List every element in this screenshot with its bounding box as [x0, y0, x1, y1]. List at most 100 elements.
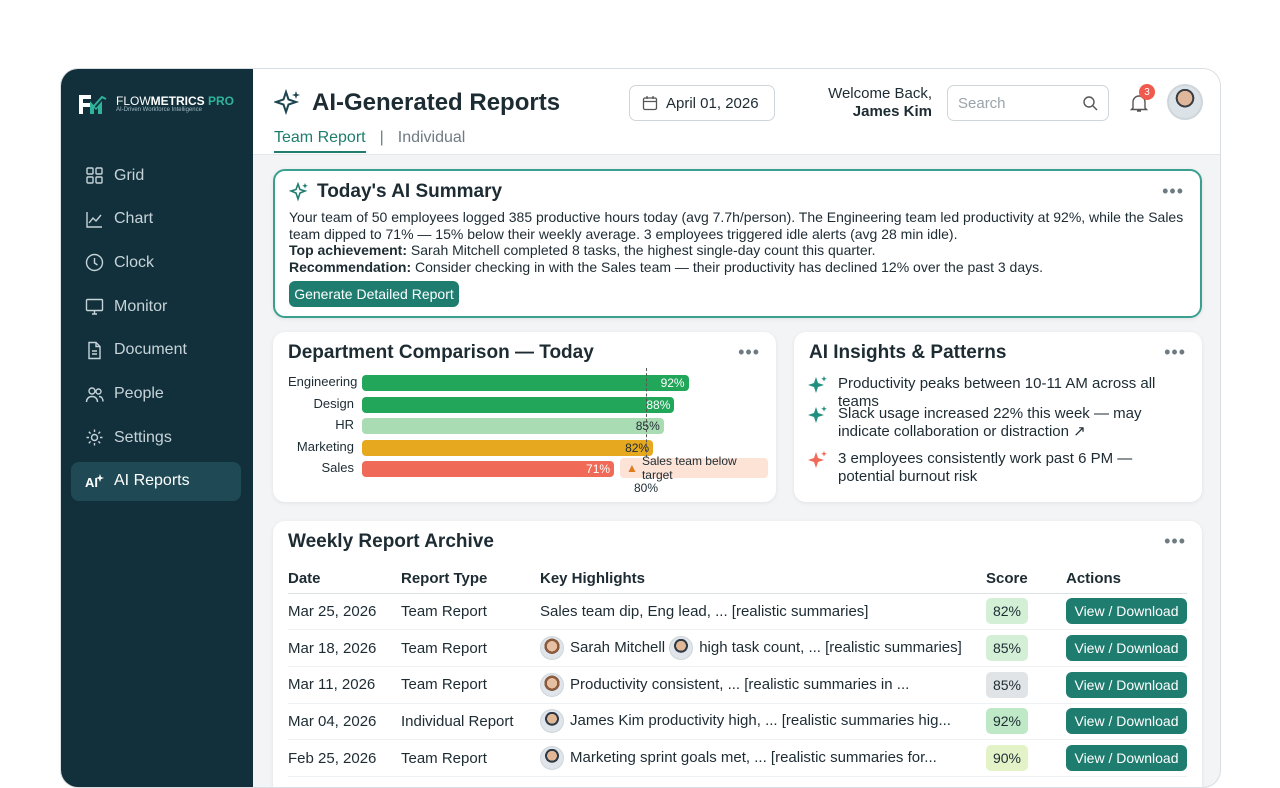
row-type: Team Report: [401, 629, 540, 667]
highlight-text: Productivity consistent, ... [realistic …: [570, 675, 910, 693]
search-icon: [1083, 96, 1098, 111]
score-badge: 90%: [986, 745, 1028, 772]
page-title: AI-Generated Reports: [274, 89, 560, 117]
summary-title: Today's AI Summary: [317, 181, 503, 202]
monitor-icon: [85, 298, 104, 315]
target-line: [646, 368, 647, 478]
ai-sparkle-icon: AI: [85, 473, 104, 490]
sidebar-item-document[interactable]: Document: [71, 331, 241, 370]
sidebar-item-people[interactable]: People: [71, 375, 241, 414]
bar-hr: 85%: [362, 418, 664, 434]
ai-sparkle-icon: [289, 182, 308, 202]
column-header: Date: [288, 565, 401, 594]
brand-tagline: AI-Driven Workforce Intelligence: [116, 107, 202, 113]
avatar: [540, 672, 564, 697]
row-date: Mar 11, 2026: [288, 666, 401, 704]
app-window: FLOWMETRICS PRO AI-Driven Workforce Inte…: [60, 68, 1221, 788]
search-placeholder: Search: [958, 94, 1006, 112]
sparkle-icon: [808, 451, 827, 468]
brand-name-bold: METRICS: [150, 94, 205, 108]
bar-label: HR: [335, 417, 354, 432]
achievement-text: Sarah Mitchell completed 8 tasks, the hi…: [407, 242, 876, 258]
avatar[interactable]: [1167, 84, 1203, 120]
insights-title: AI Insights & Patterns: [809, 342, 1007, 363]
sidebar-item-chart[interactable]: Chart: [71, 200, 241, 239]
row-highlights: Sales team dip, Eng lead, ... [realistic…: [540, 593, 986, 631]
ai-sparkle-icon: [274, 89, 300, 116]
clock-icon: [85, 254, 104, 272]
row-date: Mar 04, 2026: [288, 703, 401, 741]
sidebar-item-settings[interactable]: Settings: [71, 418, 241, 457]
column-header: Score: [986, 565, 1066, 594]
view-download-button[interactable]: View / Download: [1066, 745, 1187, 772]
logo-mark-icon: [79, 95, 107, 114]
row-highlights: Sarah Mitchell high task count, ... [rea…: [540, 629, 986, 667]
sidebar-item-ai-reports[interactable]: AI AI Reports: [71, 461, 241, 501]
view-download-button[interactable]: View / Download: [1066, 708, 1187, 735]
bar-sales: 71%: [362, 461, 615, 477]
warning-icon: ▲: [626, 461, 638, 475]
page-title-text: AI-Generated Reports: [312, 89, 561, 116]
avatar: [540, 746, 564, 771]
recommendation-text: Consider checking in with the Sales team…: [411, 258, 1044, 275]
date-picker[interactable]: April 01, 2026: [629, 85, 775, 121]
score-badge: 85%: [986, 635, 1028, 662]
bar-marketing: 82%: [362, 439, 654, 456]
view-download-button[interactable]: View / Download: [1066, 598, 1187, 625]
svg-text:AI: AI: [85, 475, 98, 490]
tab-team-report[interactable]: Team Report: [274, 129, 366, 153]
row-highlights: Productivity consistent, ... [realistic …: [540, 666, 986, 704]
search-input[interactable]: Search: [947, 85, 1109, 121]
sidebar-item-grid[interactable]: Grid: [71, 156, 241, 195]
archive-table: Date Report Type Key Highlights Score Action…: [288, 565, 1187, 777]
generate-report-button[interactable]: Generate Detailed Report: [289, 281, 459, 307]
ai-insights-card: AI Insights & Patterns ••• Productivity …: [794, 332, 1202, 502]
welcome-message: Welcome Back, James Kim: [828, 85, 932, 121]
column-header: Key Highlights: [540, 565, 986, 594]
view-download-button[interactable]: View / Download: [1066, 635, 1187, 662]
avatar: [540, 709, 564, 734]
row-type: Team Report: [401, 593, 540, 631]
more-options-icon[interactable]: •••: [1164, 531, 1186, 551]
grid-icon: [86, 167, 103, 184]
sidebar-item-label: Settings: [114, 428, 172, 446]
table-row: Mar 11, 2026 Team Report Productivity cons…: [288, 666, 1187, 704]
highlight-text: high task count, ... [realistic summarie…: [699, 639, 962, 656]
user-name: James Kim: [852, 103, 932, 120]
insight-item: 3 employees consistently work past 6 PM …: [808, 450, 1188, 486]
highlight-text: James Kim productivity high, ... [realis…: [570, 712, 951, 730]
column-header: Actions: [1066, 565, 1187, 594]
brand-pro: PRO: [208, 94, 235, 108]
alert-text: Sales team below target: [641, 454, 737, 482]
row-highlights: James Kim productivity high, ... [realis…: [540, 703, 986, 741]
department-bar-chart: Engineering 92% Design 88% HR 85% Marketing 82%…: [288, 368, 768, 499]
sparkle-icon: [808, 406, 827, 423]
header: AI-Generated Reports Team Report | Indiv…: [253, 69, 1220, 155]
bar-value-label: 92%: [660, 376, 685, 390]
insight-text: 3 employees consistently work past 6 PM …: [838, 450, 1133, 485]
more-options-icon[interactable]: •••: [1164, 342, 1186, 362]
archive-title: Weekly Report Archive: [288, 531, 494, 552]
more-options-icon[interactable]: •••: [1162, 181, 1184, 201]
brand-name: FLOW: [116, 94, 151, 108]
sidebar-item-clock[interactable]: Clock: [71, 243, 241, 282]
sidebar-item-monitor[interactable]: Monitor: [71, 287, 241, 326]
highlight-person: Sarah Mitchell: [570, 639, 666, 656]
department-comparison-card: Department Comparison — Today ••• Engine…: [273, 332, 776, 502]
insight-text: Slack usage increased 22% this week — ma…: [838, 405, 1142, 440]
more-options-icon[interactable]: •••: [738, 342, 760, 362]
ai-summary-card: Today's AI Summary ••• Your team of 50 e…: [273, 169, 1202, 318]
row-type: Team Report: [401, 666, 540, 704]
main-content: AI-Generated Reports Team Report | Indiv…: [253, 69, 1220, 787]
tab-individual[interactable]: Individual: [397, 129, 466, 146]
document-icon: [88, 341, 101, 359]
department-title: Department Comparison — Today: [288, 342, 594, 363]
highlight-text: Sales team dip, Eng lead, ... [realistic…: [540, 602, 869, 620]
sidebar-item-label: People: [114, 385, 164, 402]
score-badge: 92%: [986, 708, 1028, 735]
row-date: Mar 18, 2026: [288, 629, 401, 667]
insight-item: Productivity peaks between 10-11 AM acro…: [808, 375, 1188, 411]
table-row: Mar 18, 2026 Team Report Sarah Mitchell hi…: [288, 629, 1187, 667]
view-download-button[interactable]: View / Download: [1066, 671, 1187, 698]
sidebar-item-label: Clock: [114, 253, 155, 271]
